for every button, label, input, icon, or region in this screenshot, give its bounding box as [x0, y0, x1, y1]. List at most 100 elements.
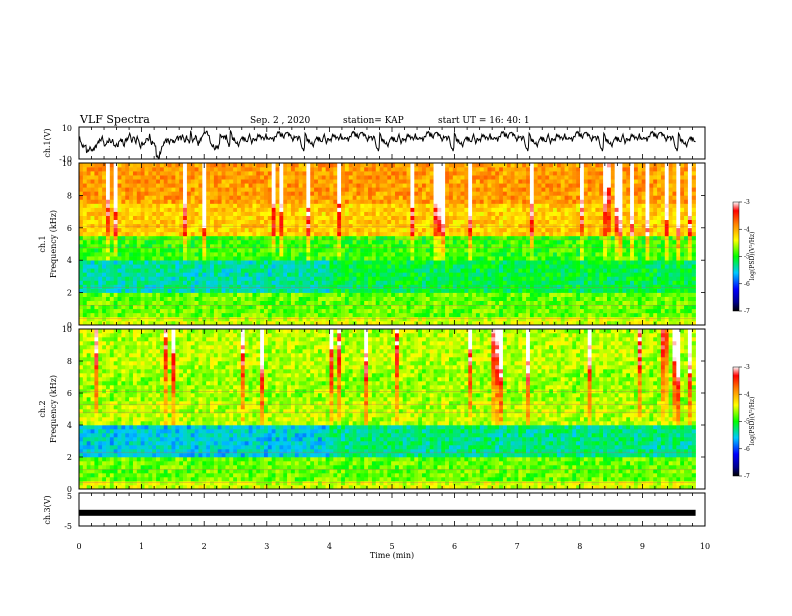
spectrogram-cell: [356, 220, 360, 224]
spectrogram-cell: [576, 236, 580, 240]
spectrogram-cell: [541, 297, 545, 301]
spectrogram-cell: [268, 248, 272, 252]
spectrogram-cell: [615, 285, 619, 289]
spectrogram-cell: [595, 276, 599, 280]
spectrogram-cell: [345, 317, 349, 321]
spectrogram-cell: [530, 228, 534, 232]
spectrogram-cell: [295, 212, 299, 216]
spectrogram-cell: [229, 276, 233, 280]
spectrogram-cell: [387, 244, 391, 248]
spectrogram-cell: [580, 216, 584, 220]
spectrogram-cell: [310, 268, 314, 272]
spectrogram-cell: [272, 244, 276, 248]
spectrogram-cell: [511, 280, 515, 284]
spectrogram-cell: [306, 228, 310, 232]
spectrogram-cell: [615, 264, 619, 268]
spectrogram-cell: [268, 268, 272, 272]
spectrogram-cell: [495, 260, 499, 264]
spectrogram-cell: [337, 268, 341, 272]
spectrogram-cell: [171, 244, 175, 248]
spectrogram-cell: [565, 317, 569, 321]
spectrogram-cell: [603, 297, 607, 301]
spectrogram-cell: [330, 293, 334, 297]
spectrogram-cell: [430, 289, 434, 293]
spectrogram-cell: [183, 236, 187, 240]
spectrogram-cell: [233, 260, 237, 264]
spectrogram-cell: [252, 264, 256, 268]
spectrogram-cell: [206, 228, 210, 232]
spectrogram-cell: [503, 208, 507, 212]
spectrogram-cell: [198, 216, 202, 220]
spectrogram-cell: [665, 252, 669, 256]
spectrogram-cell: [649, 260, 653, 264]
spectrogram-cell: [283, 224, 287, 228]
spectrogram-cell: [306, 252, 310, 256]
spectrogram-cell: [380, 260, 384, 264]
spectrogram-cell: [272, 272, 276, 276]
spectrogram-cell: [368, 272, 372, 276]
spectrogram-cell: [445, 212, 449, 216]
spectrogram-cell: [121, 313, 125, 317]
spectrogram-cell: [368, 260, 372, 264]
spectrogram-cell: [202, 260, 206, 264]
spectrogram-cell: [584, 289, 588, 293]
spectrogram-cell: [79, 260, 83, 264]
spectrogram-cell: [511, 256, 515, 260]
spectrogram-cell: [345, 256, 349, 260]
spectrogram-cell: [225, 285, 229, 289]
spectrogram-cell: [495, 297, 499, 301]
spectrogram-cell: [383, 240, 387, 244]
spectrogram-cell: [94, 252, 98, 256]
spectrogram-cell: [445, 260, 449, 264]
spectrogram-cell: [615, 220, 619, 224]
spectrogram-cell: [279, 297, 283, 301]
spectrogram-cell: [341, 240, 345, 244]
spectrogram-cell: [461, 264, 465, 268]
spectrogram-cell: [565, 293, 569, 297]
spectrogram-cell: [399, 212, 403, 216]
spectrogram-cell: [399, 232, 403, 236]
spectrogram-cell: [503, 248, 507, 252]
spectrogram-cell: [210, 301, 214, 305]
spectrogram-cell: [692, 256, 696, 260]
spectrogram-cell: [661, 285, 665, 289]
spectrogram-cell: [310, 317, 314, 321]
spectrogram-cell: [156, 280, 160, 284]
spectrogram-cell: [688, 285, 692, 289]
spectrogram-cell: [341, 216, 345, 220]
spectrogram-cell: [545, 252, 549, 256]
spectrogram-cell: [534, 317, 538, 321]
spectrogram-cell: [391, 248, 395, 252]
spectrogram-cell: [98, 204, 102, 208]
spectrogram-cell: [665, 216, 669, 220]
spectrogram-cell: [434, 256, 438, 260]
spectrogram-cell: [260, 297, 264, 301]
spectrogram-cell: [434, 208, 438, 212]
spectrogram-cell: [530, 317, 534, 321]
spectrogram-cell: [222, 212, 226, 216]
spectrogram-cell: [622, 301, 626, 305]
spectrogram-cell: [545, 297, 549, 301]
spectrogram-cell: [437, 232, 441, 236]
spectrogram-cell: [83, 280, 87, 284]
spectrogram-cell: [680, 264, 684, 268]
spectrogram-cell: [268, 240, 272, 244]
spectrogram-cell: [237, 240, 241, 244]
spectrogram-cell: [445, 309, 449, 313]
spectrogram-cell: [106, 232, 110, 236]
spectrogram-cell: [619, 268, 623, 272]
spectrogram-cell: [252, 199, 256, 203]
spectrogram-cell: [87, 289, 91, 293]
spectrogram-cell: [418, 260, 422, 264]
spectrogram-cell: [241, 272, 245, 276]
spectrogram-cell: [330, 260, 334, 264]
spectrogram-cell: [437, 285, 441, 289]
spectrogram-cell: [476, 276, 480, 280]
spectrogram-cell: [171, 256, 175, 260]
spectrogram-cell: [541, 301, 545, 305]
spectrogram-cell: [626, 313, 630, 317]
spectrogram-cell: [615, 293, 619, 297]
spectrogram-cell: [106, 317, 110, 321]
spectrogram-cell: [214, 293, 218, 297]
spectrogram-cell: [310, 272, 314, 276]
